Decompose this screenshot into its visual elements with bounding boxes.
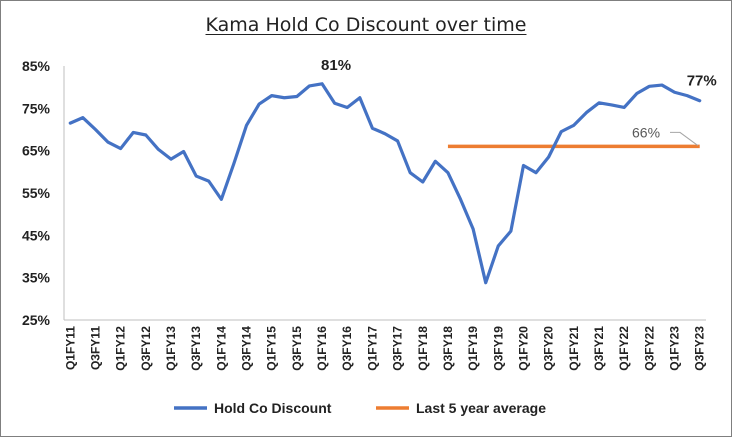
axes (63, 66, 706, 321)
x-tick-label: Q3FY12 (139, 326, 153, 371)
data-labels: 81% 77% 66% (321, 57, 717, 146)
y-tick-label: 65% (22, 143, 51, 159)
legend-label-hold-co-discount: Hold Co Discount (214, 400, 332, 416)
average-label: 66% (632, 124, 660, 140)
y-tick-label: 85% (22, 58, 51, 74)
x-tick-label: Q1FY17 (365, 326, 379, 371)
x-tick-label: Q1FY11 (63, 326, 77, 370)
y-tick-label: 75% (22, 100, 51, 116)
x-tick-label: Q3FY17 (391, 326, 405, 371)
x-tick-label: Q1FY15 (265, 326, 279, 371)
y-tick-label: 35% (22, 270, 51, 286)
x-tick-label: Q1FY13 (164, 326, 178, 371)
y-tick-label: 45% (22, 227, 51, 243)
hold-co-discount-line (68, 82, 702, 285)
x-tick-label: Q3FY13 (189, 326, 203, 371)
y-tick-label: 25% (22, 312, 51, 328)
peak-label: 81% (321, 57, 351, 74)
y-tick-labels: 85% 75% 65% 55% 45% 35% 25% (22, 58, 51, 328)
series-layer (68, 82, 702, 285)
legend: Hold Co Discount Last 5 year average (174, 400, 546, 416)
chart-title: Kama Hold Co Discount over time (205, 14, 527, 36)
legend-label-average: Last 5 year average (416, 400, 546, 416)
x-tick-label: Q1FY23 (668, 326, 682, 371)
x-tick-labels: Q1FY11 Q3FY11 Q1FY12 Q3FY12 Q1FY13 Q3FY13 Q1FY… (63, 326, 706, 371)
x-tick-label: Q1FY19 (466, 326, 480, 371)
x-tick-label: Q3FY23 (693, 326, 707, 371)
x-tick-label: Q3FY15 (290, 326, 304, 371)
average-label-leader (670, 131, 699, 146)
x-tick-label: Q3FY22 (642, 326, 656, 371)
x-tick-label: Q3FY16 (340, 326, 354, 371)
y-tick-label: 55% (22, 185, 51, 201)
x-tick-label: Q3FY20 (542, 326, 556, 371)
x-tick-label: Q1FY18 (416, 326, 430, 371)
latest-label: 77% (687, 73, 717, 90)
x-tick-label: Q1FY12 (114, 326, 128, 371)
x-tick-label: Q1FY20 (516, 326, 530, 371)
x-tick-label: Q1FY16 (315, 326, 329, 371)
x-tick-label: Q1FY22 (617, 326, 631, 371)
x-tick-label: Q1FY14 (214, 326, 228, 371)
x-tick-label: Q3FY21 (592, 326, 606, 371)
x-tick-label: Q3FY14 (240, 326, 254, 371)
x-tick-label: Q3FY19 (491, 326, 505, 371)
x-tick-label: Q1FY21 (567, 326, 581, 371)
x-tick-label: Q3FY18 (441, 326, 455, 371)
x-tick-label: Q3FY11 (88, 326, 102, 370)
